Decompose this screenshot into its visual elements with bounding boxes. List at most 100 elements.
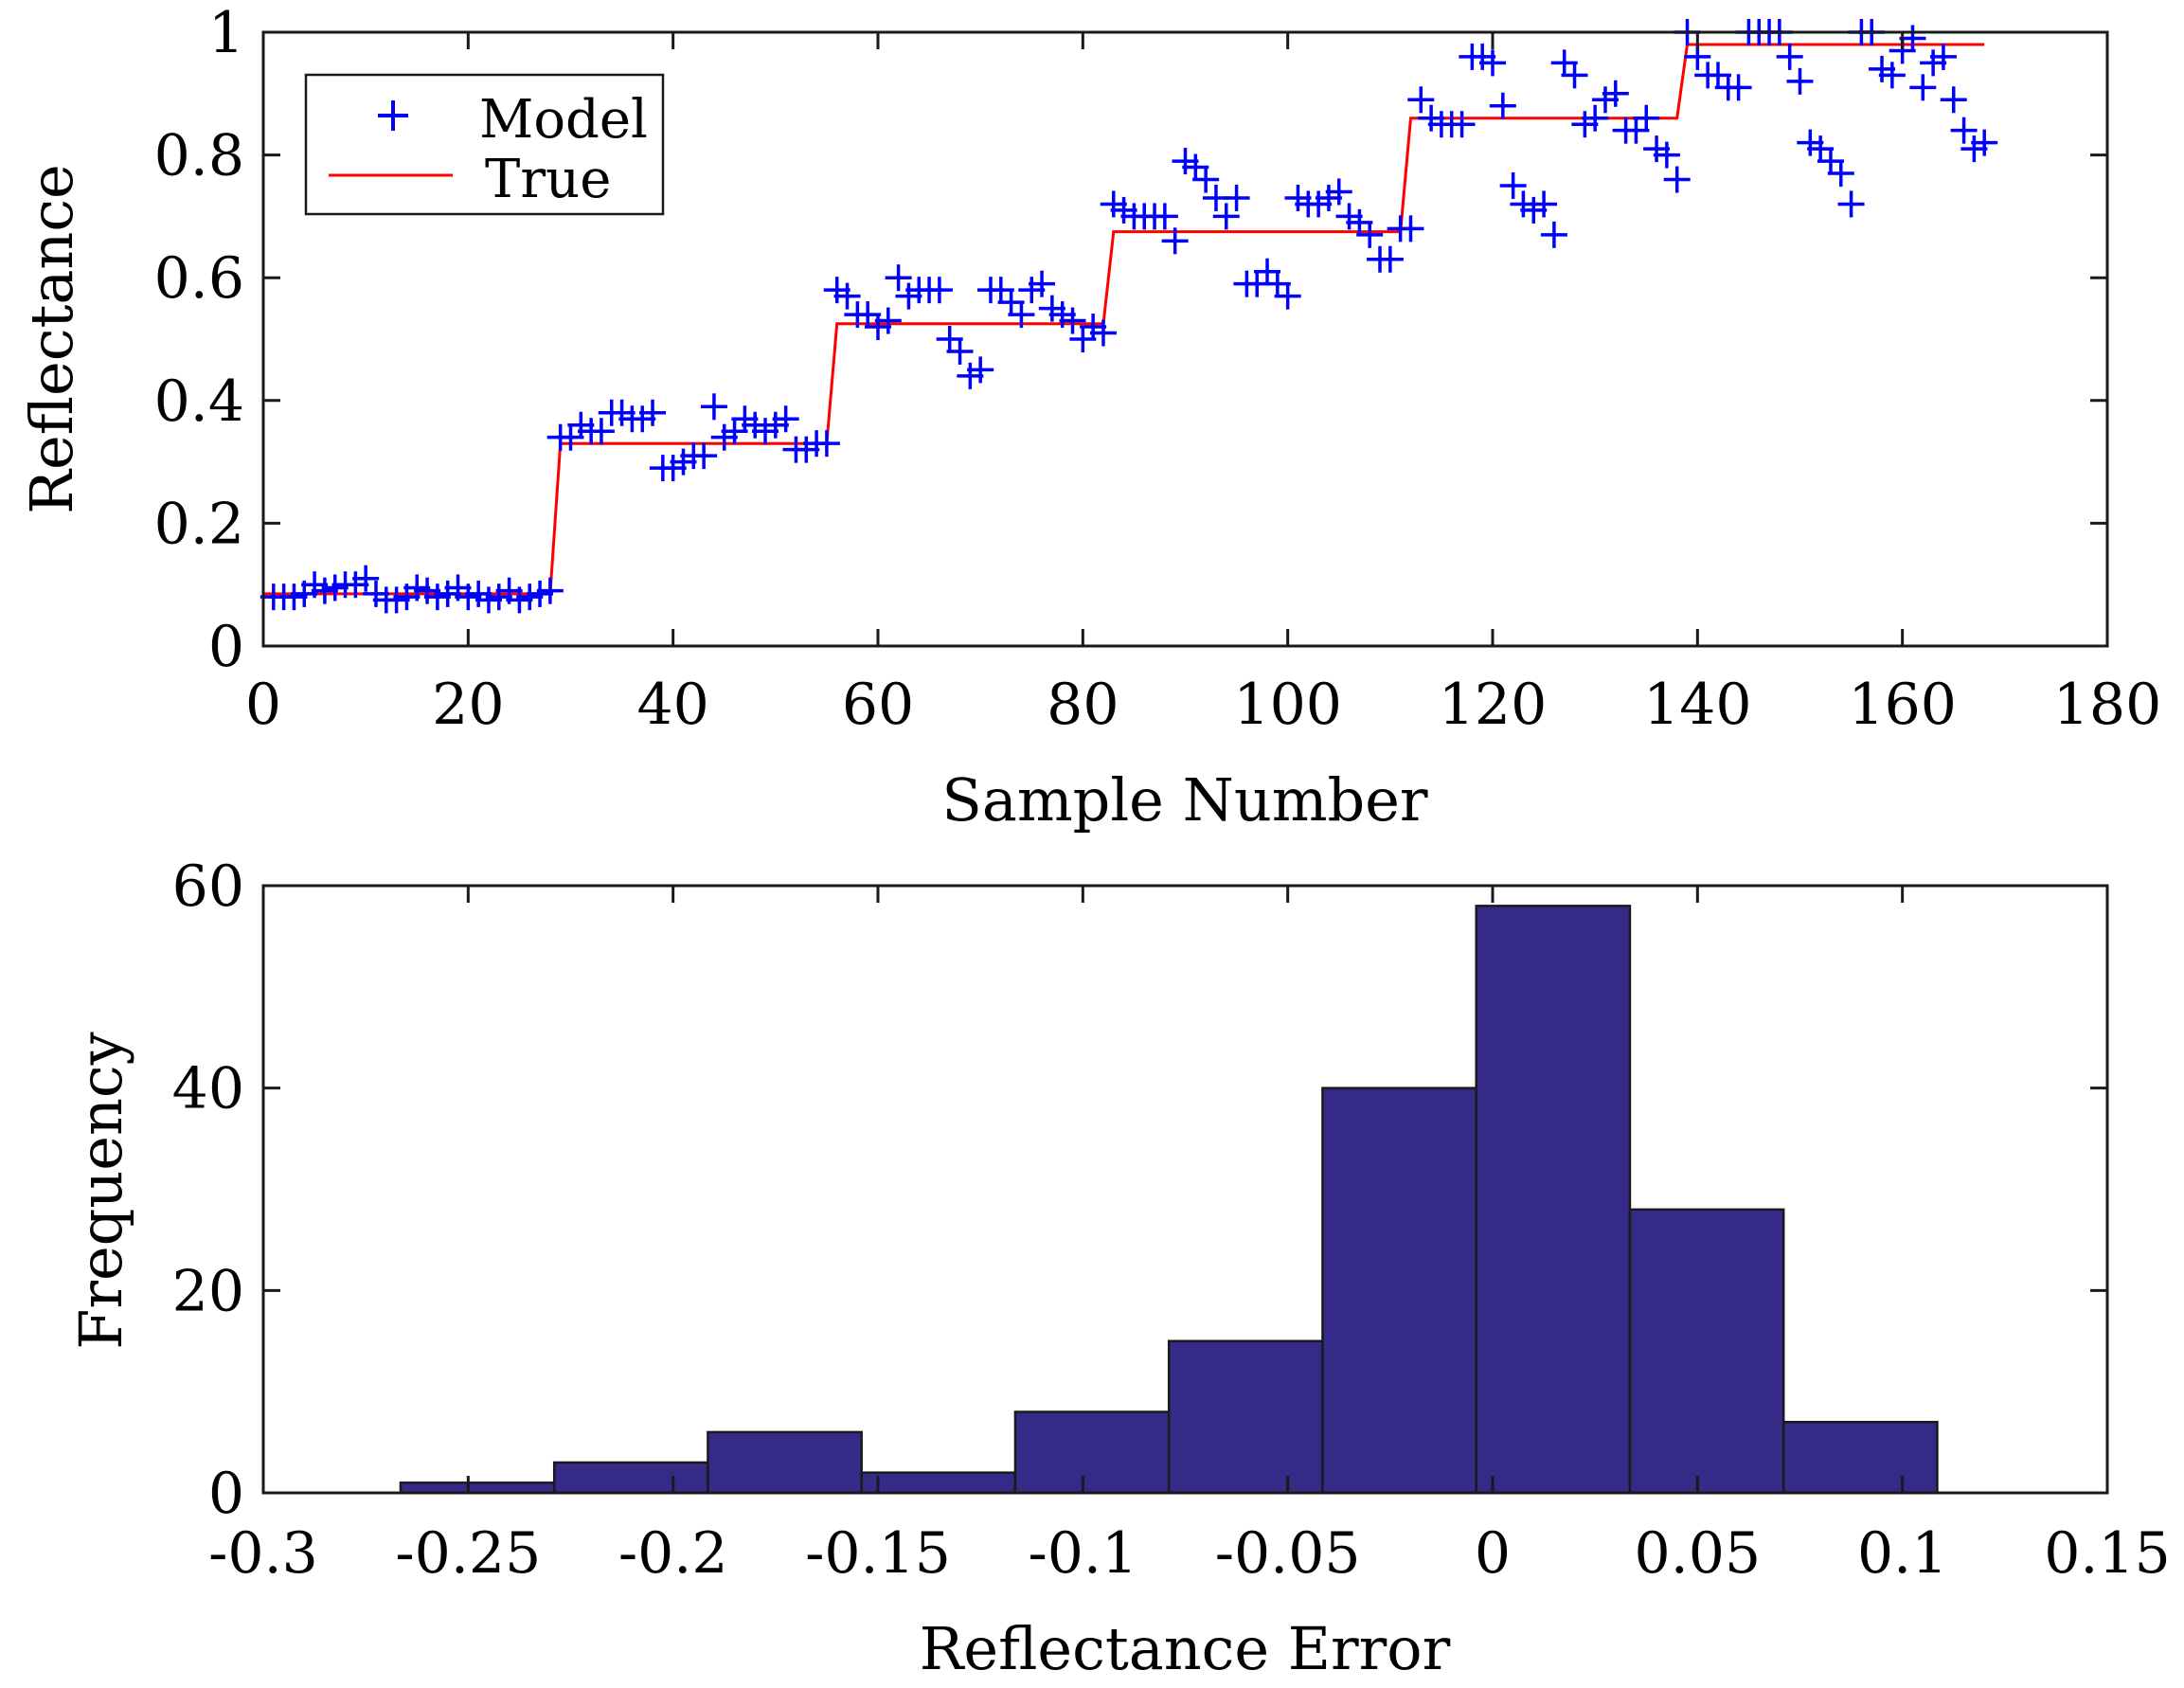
model-point <box>885 264 912 292</box>
model-point <box>352 565 380 592</box>
model-point <box>1161 227 1189 255</box>
model-point <box>1776 43 1803 70</box>
bottom-axes-frame <box>261 884 2109 1495</box>
x-tick-label: 180 <box>2053 672 2162 738</box>
model-point <box>587 418 615 445</box>
histogram-bar <box>707 1430 863 1495</box>
model-point <box>1940 86 1967 114</box>
x-tick-label: 120 <box>1439 672 1548 738</box>
model-point <box>700 393 727 421</box>
y-tick-label: 0 <box>208 614 244 680</box>
model-point <box>639 399 667 426</box>
model-point <box>1029 270 1056 297</box>
model-point <box>1909 74 1937 101</box>
model-marker-series <box>260 19 1998 614</box>
x-tick-label: -0.05 <box>1215 1520 1361 1587</box>
x-tick-label: 60 <box>842 672 914 738</box>
x-tick-label: -0.25 <box>395 1520 541 1587</box>
x-tick-label: 0.15 <box>2044 1520 2171 1587</box>
model-point <box>1929 43 1957 70</box>
model-point <box>1489 92 1516 119</box>
histogram-bar <box>1628 1208 1785 1495</box>
bottom-y-axis-label: Frequency <box>66 1032 135 1349</box>
y-tick-label: 0 <box>208 1461 244 1527</box>
model-point <box>1971 129 1998 156</box>
model-point <box>1633 104 1660 132</box>
top-x-axis-label: Sample Number <box>941 765 1427 835</box>
model-point <box>1274 282 1301 310</box>
y-tick-label: 0.8 <box>154 123 244 189</box>
top-axes-frame <box>261 30 2109 648</box>
model-point <box>1407 86 1435 114</box>
y-tick-label: 40 <box>172 1056 244 1122</box>
true-line-series <box>263 43 1985 596</box>
histogram-bar <box>1167 1339 1324 1495</box>
model-point <box>1059 307 1086 334</box>
histogram-bar <box>860 1471 1017 1495</box>
model-point <box>1540 221 1567 248</box>
model-point <box>1653 141 1680 169</box>
model-point <box>1192 166 1220 193</box>
model-point <box>1356 221 1384 248</box>
legend: Model True <box>304 73 665 216</box>
model-point <box>690 442 718 470</box>
model-point <box>1561 62 1588 89</box>
histogram-bar <box>1781 1420 1939 1495</box>
model-point <box>536 577 564 604</box>
model-point <box>1582 104 1609 132</box>
x-tick-label: -0.3 <box>208 1520 318 1587</box>
histogram-bars <box>399 905 1939 1495</box>
x-tick-label: 0.05 <box>1635 1520 1762 1587</box>
histogram-bar <box>1475 905 1632 1495</box>
x-tick-label: 160 <box>1848 672 1957 738</box>
y-tick-label: 20 <box>172 1258 244 1324</box>
y-tick-label: 1 <box>208 0 244 66</box>
model-point <box>1725 74 1752 101</box>
x-tick-label: 0 <box>245 672 281 738</box>
model-point <box>1212 203 1240 230</box>
histogram-bar <box>1321 1086 1477 1495</box>
x-tick-label: -0.15 <box>805 1520 951 1587</box>
legend-model-marker <box>378 100 408 131</box>
model-point <box>1397 215 1424 242</box>
model-point <box>946 337 974 365</box>
model-point <box>1479 49 1506 77</box>
top-y-tick-labels: 0 0.2 0.4 0.6 0.8 1 <box>154 0 244 680</box>
model-point <box>1499 172 1527 199</box>
y-tick-label: 60 <box>172 853 244 920</box>
model-point <box>1837 190 1865 218</box>
model-point <box>925 277 953 304</box>
model-point <box>1950 117 1978 144</box>
model-point <box>813 430 840 458</box>
histogram-bar <box>399 1481 556 1495</box>
model-point <box>1151 203 1178 230</box>
top-tick-marks <box>261 30 2109 648</box>
model-point <box>967 356 994 384</box>
bottom-tick-marks <box>261 884 2109 1495</box>
top-plot-area <box>260 19 1998 614</box>
true-line <box>263 43 1985 596</box>
model-point <box>1008 301 1035 329</box>
histogram-panel: -0.3 -0.25 -0.2 -0.15 -0.1 -0.05 0 0.05 0.1 0.15 … <box>66 853 2171 1683</box>
x-tick-label: 20 <box>432 672 504 738</box>
histogram-bar <box>1013 1410 1171 1495</box>
model-point <box>874 307 902 334</box>
bottom-x-tick-labels: -0.3 -0.25 -0.2 -0.15 -0.1 -0.05 0 0.05 0.1 0.15 <box>208 1520 2171 1587</box>
y-tick-label: 0.6 <box>154 245 244 312</box>
model-point <box>1786 67 1814 95</box>
model-point <box>1376 245 1404 273</box>
x-tick-label: 100 <box>1233 672 1342 738</box>
model-point <box>1878 62 1906 89</box>
legend-label-model: Model <box>479 89 648 151</box>
x-tick-label: 0.1 <box>1857 1520 1947 1587</box>
model-point <box>1089 319 1117 347</box>
y-tick-label: 0.4 <box>154 368 244 435</box>
model-point <box>1531 190 1558 218</box>
y-tick-label: 0.2 <box>154 491 244 557</box>
x-tick-label: -0.2 <box>618 1520 728 1587</box>
model-point <box>1827 160 1854 188</box>
model-point <box>1663 166 1691 193</box>
x-tick-label: 0 <box>1475 1520 1511 1587</box>
